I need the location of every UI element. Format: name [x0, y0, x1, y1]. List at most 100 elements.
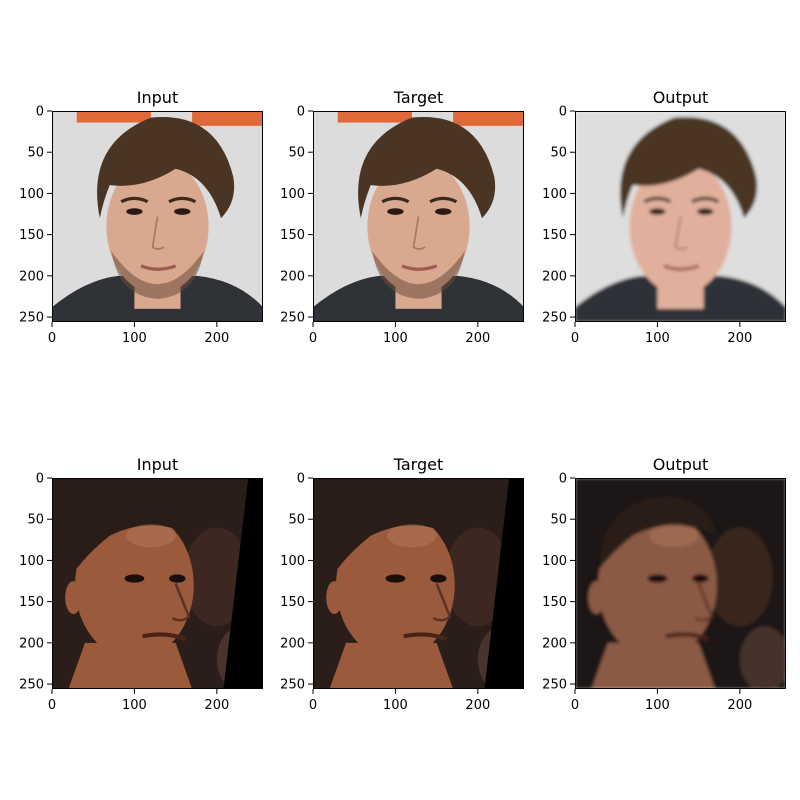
axes-frame [575, 111, 786, 322]
brow-shape [381, 196, 410, 204]
axes-frame [575, 478, 786, 689]
eye-left-shape [385, 574, 406, 583]
y-tick-label: 150 [280, 595, 305, 610]
hair-shape [97, 116, 235, 219]
y-tick-label: 150 [542, 595, 567, 610]
brow-shape [691, 196, 720, 204]
y-tick-label: 100 [19, 187, 44, 202]
panel-title: Output [653, 455, 709, 474]
background-blob [739, 626, 786, 689]
x-tick-label: 100 [122, 698, 147, 713]
banner-shape [453, 111, 524, 126]
neck-shape [591, 642, 716, 689]
nose-shape [432, 583, 452, 622]
black-wedge [223, 478, 263, 689]
panel-image [52, 111, 263, 322]
x-tick-label: 100 [645, 698, 670, 713]
axes-frame [52, 111, 263, 322]
mouth-shape [142, 632, 187, 642]
y-tick-label: 0 [297, 472, 305, 487]
panel-row1-output: Output 0 50 100 150 200 250 0 100 200 [542, 455, 786, 713]
eye-left-shape [647, 574, 668, 583]
brow-shape [643, 196, 672, 204]
mouth-shape [665, 632, 710, 642]
face-shape [336, 510, 455, 660]
x-tick-label: 100 [383, 331, 408, 346]
panel-row1-target: Target 0 50 100 150 200 250 0 100 200 [280, 455, 524, 713]
y-tick-label: 250 [542, 311, 567, 326]
mouth-shape [140, 264, 177, 271]
banner-shape [76, 111, 151, 123]
panel-title: Input [137, 455, 178, 474]
panel-title: Target [393, 455, 444, 474]
y-tick-label: 50 [288, 146, 305, 161]
y-tick-label: 250 [19, 311, 44, 326]
photo-content [52, 111, 263, 322]
panel-row1-input: Input 0 50 100 150 200 250 0 100 200 [19, 455, 263, 713]
y-tick-label: 250 [280, 311, 305, 326]
neck-shape [329, 642, 454, 689]
eye-right-shape [696, 208, 714, 215]
photo-content [575, 111, 786, 322]
panels-layer: Input 0 50 100 150 200 250 0 100 200 Target 0 50 100 1… [19, 88, 786, 713]
y-tick-label: 150 [542, 228, 567, 243]
eye-left-shape [387, 208, 404, 215]
nose-shape [674, 216, 688, 250]
hair-shape [337, 496, 455, 569]
axes-frame [52, 478, 263, 689]
nose-shape [171, 583, 191, 622]
nose-shape [412, 216, 426, 250]
y-tick-label: 100 [280, 187, 305, 202]
background-blob [706, 527, 773, 627]
y-tick-label: 0 [559, 472, 567, 487]
panel-image [313, 478, 524, 689]
panel-image [575, 111, 786, 322]
brow-shape [168, 196, 197, 204]
y-tick-label: 150 [280, 228, 305, 243]
hair-shape [620, 116, 758, 219]
x-tick-label: 100 [645, 331, 670, 346]
y-tick-label: 0 [36, 472, 44, 487]
eye-right-shape [434, 208, 452, 215]
panel-image [575, 478, 786, 689]
eye-left-shape [126, 208, 143, 215]
y-tick-label: 100 [542, 187, 567, 202]
y-tick-label: 50 [550, 146, 567, 161]
mouth-shape [401, 264, 438, 271]
y-tick-label: 200 [542, 269, 567, 284]
y-tick-label: 50 [288, 513, 305, 528]
y-tick-label: 50 [27, 146, 44, 161]
forehead-highlight [649, 524, 699, 548]
face-shape [367, 158, 470, 294]
panel-row0-target: Target 0 50 100 150 200 250 0 100 200 [280, 88, 524, 346]
x-tick-label: 0 [309, 331, 317, 346]
y-tick-label: 250 [542, 678, 567, 693]
x-tick-label: 200 [204, 331, 229, 346]
y-tick-label: 100 [19, 554, 44, 569]
photo-content [575, 478, 786, 689]
banner-shape [192, 111, 263, 126]
y-tick-label: 250 [280, 678, 305, 693]
x-tick-label: 200 [204, 698, 229, 713]
panel-title: Input [137, 88, 178, 107]
face-shape [106, 158, 209, 294]
y-tick-label: 200 [542, 636, 567, 651]
nose-shape [694, 583, 714, 622]
hair-shape [599, 496, 717, 569]
axes-frame [313, 478, 524, 689]
y-tick-label: 200 [280, 269, 305, 284]
y-tick-label: 250 [19, 678, 44, 693]
y-tick-label: 100 [280, 554, 305, 569]
x-tick-label: 100 [122, 331, 147, 346]
background-blob [444, 527, 511, 627]
banner-shape [337, 111, 412, 123]
eye-right-shape [430, 574, 447, 583]
hair-shape [76, 496, 194, 569]
panel-row0-input: Input 0 50 100 150 200 250 0 100 200 [19, 88, 263, 346]
beard-shape [111, 251, 204, 299]
x-tick-label: 200 [465, 698, 490, 713]
eye-right-shape [692, 574, 709, 583]
x-tick-label: 200 [465, 331, 490, 346]
x-tick-label: 0 [571, 698, 579, 713]
